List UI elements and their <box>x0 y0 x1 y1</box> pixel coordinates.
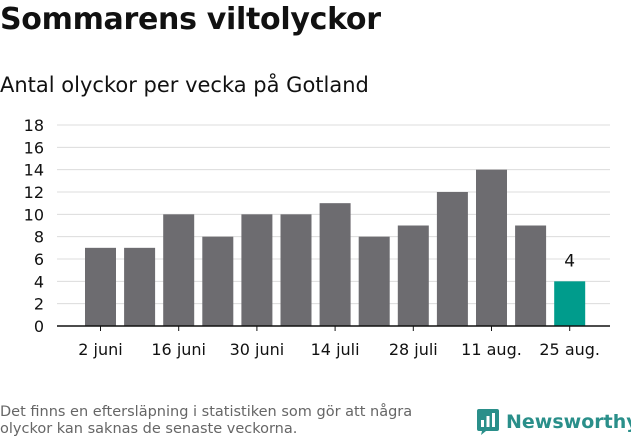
y-tick-label: 8 <box>34 228 44 247</box>
highlighted-bar <box>554 281 586 326</box>
y-tick-label: 6 <box>34 250 44 269</box>
bar <box>280 214 312 326</box>
x-tick-label: 11 aug. <box>461 340 522 359</box>
footnote: Det finns en eftersläpning i statistiken… <box>0 404 413 437</box>
x-tick-label: 28 juli <box>389 340 438 359</box>
bar <box>476 169 507 326</box>
brand-name: Newsworthy <box>506 411 631 433</box>
bar <box>319 203 351 326</box>
brand-logo: Newsworthy <box>476 408 631 436</box>
y-tick-label: 10 <box>24 205 44 224</box>
bar <box>85 247 116 326</box>
bar-chart: 0 2 4 6 8 10 12 14 16 18 2 juni 16 juni 30 juni 14 ju… <box>24 116 610 359</box>
y-tick-label: 18 <box>24 116 44 135</box>
bar <box>515 225 547 326</box>
bar <box>397 225 429 326</box>
x-tick-label: 16 juni <box>151 340 206 359</box>
x-tick-label: 2 juni <box>78 340 122 359</box>
data-label: 4 <box>564 251 575 271</box>
bar-chart-logo-icon <box>477 409 499 435</box>
x-tick-label: 25 aug. <box>539 340 600 359</box>
bar <box>163 214 195 326</box>
y-tick-label: 14 <box>24 161 44 180</box>
bar <box>124 247 156 326</box>
x-tick-label: 30 juni <box>230 340 285 359</box>
x-tick-label: 14 juli <box>311 340 360 359</box>
bar <box>241 214 273 326</box>
bar <box>202 236 234 326</box>
bar <box>436 192 468 326</box>
y-tick-label: 2 <box>34 295 44 314</box>
chart-subtitle: Antal olyckor per vecka på Gotland <box>0 73 369 97</box>
y-tick-label: 0 <box>34 317 44 336</box>
y-tick-label: 16 <box>24 138 44 157</box>
y-tick-label: 4 <box>34 272 44 291</box>
chart-title: Sommarens viltolyckor <box>0 2 381 37</box>
y-tick-label: 12 <box>24 183 44 202</box>
bar <box>358 236 390 326</box>
